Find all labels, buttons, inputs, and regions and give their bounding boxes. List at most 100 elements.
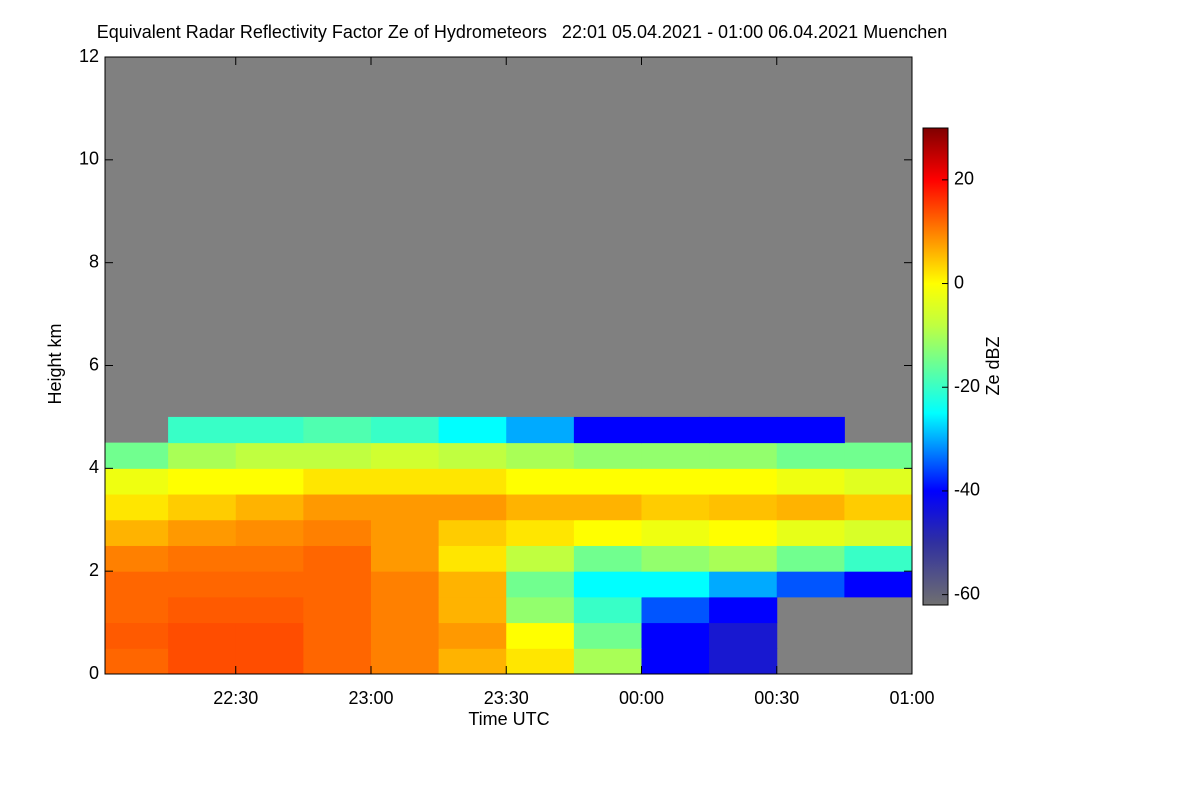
- heatmap-cell: [709, 416, 778, 444]
- heatmap-cell: [168, 468, 237, 495]
- heatmap-cell: [573, 648, 642, 675]
- heatmap-cell: [709, 442, 778, 469]
- heatmap-cell: [235, 519, 304, 546]
- heatmap-cell: [235, 622, 304, 649]
- colorbar-tick-label: -40: [954, 480, 980, 500]
- heatmap-cell: [370, 416, 440, 444]
- heatmap-cell: [844, 494, 913, 521]
- y-axis-label: Height km: [45, 323, 65, 404]
- heatmap-cell: [370, 494, 440, 521]
- heatmap-cell: [370, 571, 440, 598]
- heatmap-cell: [506, 468, 575, 495]
- heatmap-cell: [105, 519, 169, 546]
- heatmap-cell: [303, 442, 372, 469]
- heatmap-cell: [709, 596, 778, 624]
- heatmap-cell: [303, 545, 372, 572]
- heatmap-cell: [641, 571, 710, 598]
- heatmap-cell: [641, 545, 710, 572]
- y-tick-label: 12: [79, 46, 99, 66]
- colorbar-tick-label: 20: [954, 169, 974, 189]
- heatmap-cell: [235, 571, 304, 598]
- heatmap-cell: [235, 648, 304, 675]
- heatmap-cell: [641, 622, 710, 649]
- heatmap-cell: [438, 648, 507, 675]
- heatmap-cell: [573, 596, 642, 624]
- heatmap-cell: [709, 545, 778, 572]
- heatmap-cell: [303, 622, 372, 649]
- heatmap-cell: [303, 416, 372, 444]
- heatmap-cell: [105, 596, 169, 624]
- y-tick-label: 4: [89, 457, 99, 477]
- heatmap-cell: [168, 596, 237, 624]
- heatmap-cell: [438, 571, 507, 598]
- heatmap-cell: [303, 571, 372, 598]
- heatmap-cell: [641, 519, 710, 546]
- colorbar-label: Ze dBZ: [983, 336, 1003, 395]
- heatmap-cell: [105, 571, 169, 598]
- heatmap-cell: [776, 519, 845, 546]
- heatmap-cell: [709, 648, 778, 675]
- heatmap-cell: [105, 468, 169, 495]
- heatmap-cell: [168, 442, 237, 469]
- heatmap-cell: [438, 442, 507, 469]
- heatmap-cell: [370, 648, 440, 675]
- heatmap-cell: [573, 468, 642, 495]
- heatmap-cell: [573, 545, 642, 572]
- x-tick-label: 01:00: [889, 688, 934, 708]
- heatmap-cell: [573, 571, 642, 598]
- heatmap-cell: [506, 648, 575, 675]
- heatmap-cell: [105, 442, 169, 469]
- heatmap-cell: [370, 596, 440, 624]
- heatmap-cell: [641, 494, 710, 521]
- heatmap-cell: [709, 622, 778, 649]
- colorbar-tick-label: -20: [954, 376, 980, 396]
- heatmap-cell: [844, 545, 913, 572]
- heatmap-cell: [641, 468, 710, 495]
- x-tick-label: 23:30: [484, 688, 529, 708]
- y-tick-label: 10: [79, 149, 99, 169]
- colorbar-tick-label: -60: [954, 583, 980, 603]
- heatmap-cell: [776, 571, 845, 598]
- heatmap-cell: [438, 622, 507, 649]
- heatmap-cell: [303, 519, 372, 546]
- heatmap-cell: [370, 545, 440, 572]
- heatmap-cell: [506, 442, 575, 469]
- heatmap-cell: [573, 416, 642, 444]
- x-axis-label: Time UTC: [468, 709, 549, 729]
- heatmap-cell: [844, 468, 913, 495]
- heatmap-cell: [438, 416, 507, 444]
- heatmap-cell: [438, 468, 507, 495]
- heatmap-cell: [506, 416, 575, 444]
- heatmap-cell: [776, 416, 845, 444]
- colorbar: [922, 127, 949, 606]
- heatmap-cell: [844, 442, 913, 469]
- heatmap-cell: [709, 571, 778, 598]
- x-tick-label: 00:30: [754, 688, 799, 708]
- heatmap-cell: [168, 571, 237, 598]
- heatmap-cell: [506, 571, 575, 598]
- heatmap-cell: [235, 442, 304, 469]
- heatmap-cell: [573, 442, 642, 469]
- x-tick-label: 22:30: [213, 688, 258, 708]
- heatmap-cell: [709, 519, 778, 546]
- heatmap-cell: [168, 519, 237, 546]
- heatmap-cell: [506, 622, 575, 649]
- heatmap-cell: [105, 494, 169, 521]
- y-tick-label: 0: [89, 663, 99, 683]
- heatmap-cell: [370, 442, 440, 469]
- heatmap-cell: [573, 622, 642, 649]
- y-tick-label: 6: [89, 354, 99, 374]
- y-tick-label: 2: [89, 560, 99, 580]
- heatmap-cell: [506, 494, 575, 521]
- x-tick-label: 00:00: [619, 688, 664, 708]
- heatmap-cell: [506, 519, 575, 546]
- heatmap-cell: [235, 596, 304, 624]
- heatmap-cell: [168, 622, 237, 649]
- heatmap-cell: [168, 648, 237, 675]
- heatmap-cell: [641, 648, 710, 675]
- y-tick-label: 8: [89, 251, 99, 271]
- heatmap-cell: [235, 494, 304, 521]
- heatmap-cell: [303, 468, 372, 495]
- heatmap-cell: [641, 442, 710, 469]
- heatmap-cell: [438, 545, 507, 572]
